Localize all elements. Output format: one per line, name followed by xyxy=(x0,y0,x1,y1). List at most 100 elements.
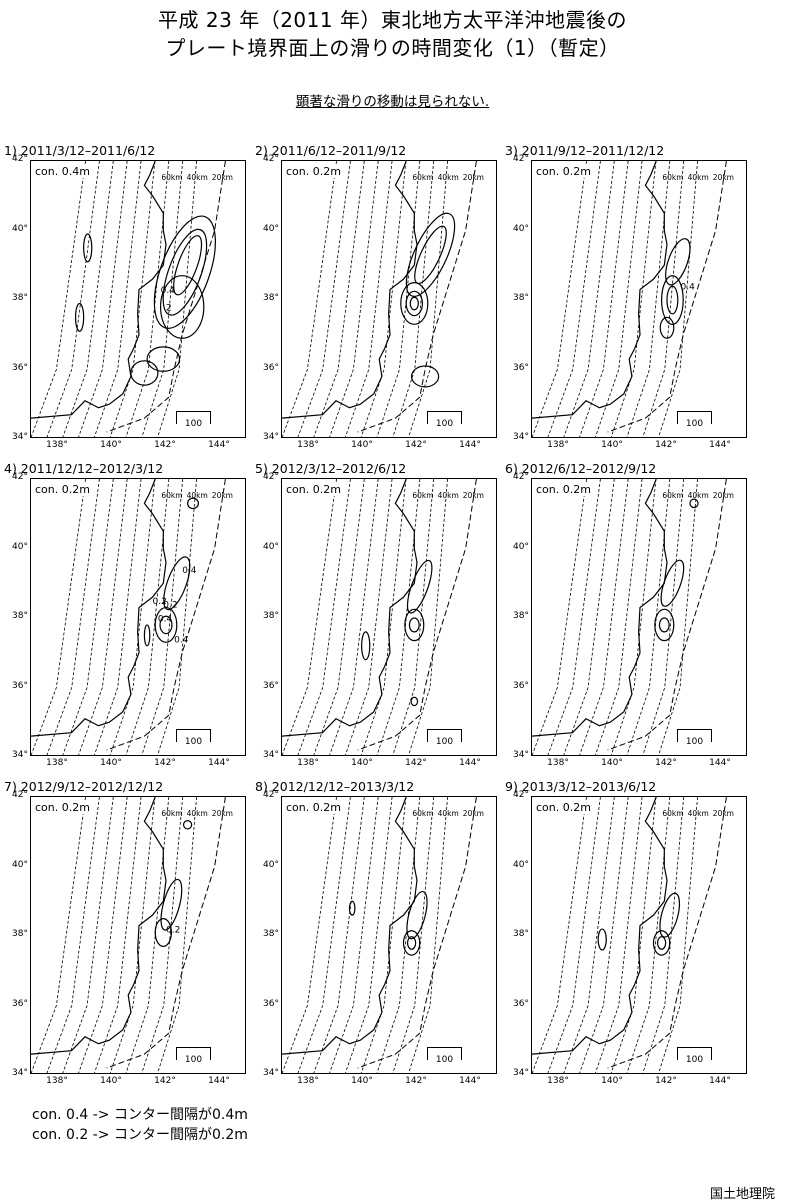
lon-tick-label: 144° xyxy=(208,440,230,450)
depth-label: 60km xyxy=(662,173,684,182)
coastline xyxy=(282,797,418,1055)
depth-contour xyxy=(329,797,379,1073)
depth-label: 60km xyxy=(161,809,183,818)
depth-contour xyxy=(360,161,407,437)
lon-tick-label: 140° xyxy=(351,1076,373,1086)
map-panel-2: 2) 2011/6/12–2011/9/12 42° 40° 38° 36° 34° 138… xyxy=(251,143,497,450)
scale-bar: 100 km xyxy=(677,1047,712,1073)
lat-tick-label: 38° xyxy=(12,929,28,939)
lat-tick-label: 34° xyxy=(513,1068,529,1078)
slip-contour xyxy=(659,316,675,339)
slip-contour xyxy=(404,608,425,642)
depth-contour xyxy=(94,161,142,437)
depth-label: 40km xyxy=(437,809,459,818)
slip-contour xyxy=(666,285,679,315)
scale-bar: 100 km xyxy=(427,729,462,755)
depth-label: 60km xyxy=(412,173,434,182)
coastline xyxy=(532,479,668,737)
lon-tick-label: 144° xyxy=(709,758,731,768)
depth-label: 20km xyxy=(462,173,484,182)
contour-label: 0.4 xyxy=(158,614,173,624)
lon-tick-label: 144° xyxy=(208,758,230,768)
lon-tick-label: 140° xyxy=(601,1076,623,1086)
depth-contour xyxy=(626,479,671,755)
slip-map-graphic xyxy=(282,797,477,1073)
slip-contour xyxy=(660,275,684,325)
slip-contour xyxy=(146,346,181,372)
lat-tick-label: 40° xyxy=(12,541,28,552)
lon-tick-label: 144° xyxy=(709,440,731,450)
lon-tick-label: 138° xyxy=(297,1076,319,1086)
depth-contour xyxy=(313,797,365,1073)
lat-tick-label: 40° xyxy=(12,223,28,234)
depth-contour xyxy=(31,797,86,1073)
scale-label: 100 km xyxy=(685,737,704,755)
lat-tick-label: 36° xyxy=(12,998,28,1009)
depth-label: 20km xyxy=(712,173,734,182)
slip-contour xyxy=(159,275,205,339)
depth-label: 20km xyxy=(211,809,233,818)
slip-contour xyxy=(665,238,691,286)
contour-interval-label: con. 0.2m xyxy=(286,483,341,496)
lat-tick-label: 36° xyxy=(513,680,529,691)
slip-contour xyxy=(74,302,85,332)
scale-bar: 100 km xyxy=(677,729,712,755)
depth-labels: 60km 40km 20km xyxy=(157,173,233,182)
slip-contour xyxy=(597,928,607,951)
lat-tick-label: 36° xyxy=(263,362,279,373)
contour-interval-label: con. 0.2m xyxy=(286,801,341,814)
slip-contour xyxy=(689,498,699,509)
depth-contour xyxy=(297,161,351,437)
contour-interval-label: con. 0.2m xyxy=(35,483,90,496)
depth-contour xyxy=(109,161,156,437)
depth-contour xyxy=(532,161,587,437)
depth-contour xyxy=(125,797,170,1073)
depth-contour xyxy=(329,479,379,755)
slip-contour xyxy=(411,365,440,388)
depth-contour xyxy=(46,161,100,437)
slip-contour xyxy=(400,282,429,325)
depth-contour xyxy=(658,161,698,437)
depth-contour xyxy=(563,797,615,1073)
depth-label: 40km xyxy=(437,173,459,182)
lon-tick-label: 140° xyxy=(100,1076,122,1086)
depth-contour xyxy=(62,161,114,437)
slip-contour xyxy=(187,497,200,510)
panel-date-label: 8) 2012/12/12–2013/3/12 xyxy=(255,779,415,794)
depth-contour xyxy=(62,797,114,1073)
depth-contour xyxy=(392,797,435,1073)
depth-label: 40km xyxy=(687,491,709,500)
contour-interval-label: con. 0.2m xyxy=(286,165,341,178)
contour-interval-label: con. 0.2m xyxy=(536,483,591,496)
lat-tick-label: 34° xyxy=(263,432,279,442)
panel-date-label: 9) 2013/3/12–2013/6/12 xyxy=(505,779,657,794)
depth-contour xyxy=(579,797,629,1073)
lat-tick-label: 34° xyxy=(263,750,279,760)
depth-contour xyxy=(408,797,448,1073)
depth-contour xyxy=(313,479,365,755)
lat-tick-label: 42° xyxy=(263,472,279,482)
slip-contour xyxy=(182,820,193,830)
legend: con. 0.4 -> コンター間隔が0.4m con. 0.2 -> コンター… xyxy=(32,1105,248,1145)
depth-labels: 60km 40km 20km xyxy=(658,809,734,818)
depth-label: 60km xyxy=(161,491,183,500)
lon-tick-label: 144° xyxy=(459,440,481,450)
lat-tick-label: 40° xyxy=(513,541,529,552)
slip-contour xyxy=(361,631,371,661)
scale-bar: 100 km xyxy=(176,729,211,755)
depth-contour xyxy=(392,479,435,755)
slip-contour xyxy=(83,233,93,263)
lat-tick-label: 40° xyxy=(263,223,279,234)
depth-label: 40km xyxy=(186,173,208,182)
lat-tick-label: 34° xyxy=(12,432,28,442)
lon-tick-label: 144° xyxy=(208,1076,230,1086)
depth-label: 20km xyxy=(462,809,484,818)
slip-contour xyxy=(406,936,417,950)
title-line-2: プレート境界面上の滑りの時間変化（1）（暫定） xyxy=(165,36,620,60)
depth-contour xyxy=(579,479,629,755)
slip-map-graphic xyxy=(282,479,477,755)
depth-contour xyxy=(94,479,142,755)
